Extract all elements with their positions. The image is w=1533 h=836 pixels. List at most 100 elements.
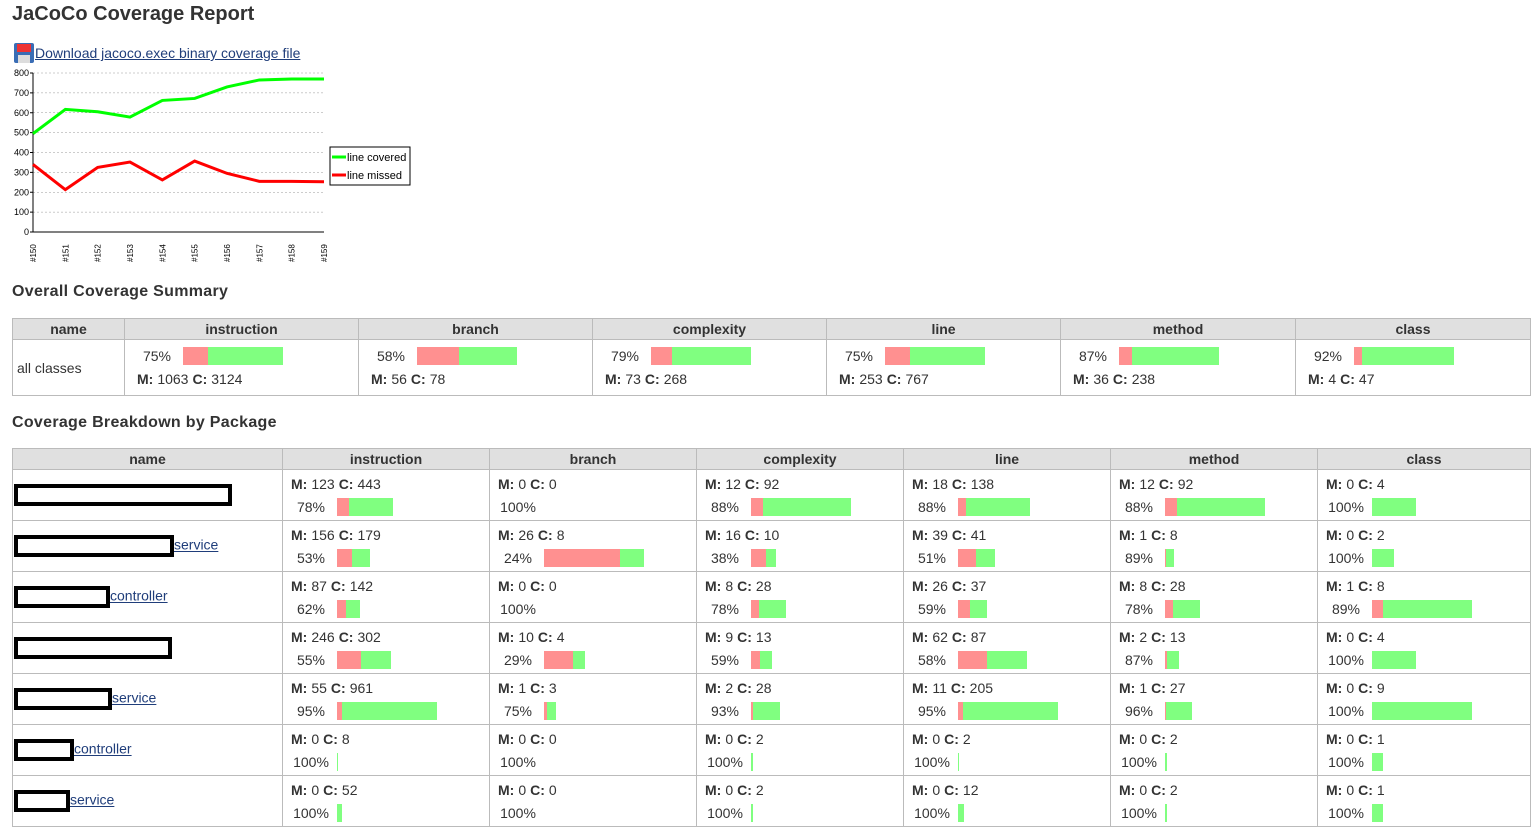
missed-label: M:: [912, 526, 929, 543]
covered-label: C:: [744, 526, 760, 543]
counts: M: 39 C: 41: [912, 523, 1102, 546]
missed-label: M:: [1073, 371, 1090, 387]
covered-label: C:: [1358, 526, 1373, 543]
missed-bar: [1165, 548, 1166, 567]
percent: 79%: [610, 348, 640, 364]
missed-bar: [1354, 347, 1362, 365]
coverage-cell: M: 0 C: 2 100%: [1110, 724, 1318, 776]
percent: 24%: [503, 549, 533, 566]
coverage-cell: M: 12 C: 92 88%: [696, 469, 904, 521]
missed-label: M:: [1119, 781, 1136, 798]
column-header: instruction: [282, 448, 490, 470]
missed-label: M:: [498, 781, 515, 798]
download-link[interactable]: Download jacoco.exec binary coverage fil…: [35, 45, 301, 61]
coverage-cell: M: 39 C: 41 51%: [903, 520, 1111, 572]
coverage-bar: [958, 497, 1031, 516]
percent-line: 100%: [1326, 750, 1522, 773]
coverage-bar: [337, 752, 338, 771]
package-link[interactable]: controller: [74, 740, 132, 757]
missed-count: 11: [932, 679, 947, 696]
counts: M: 0 C: 2: [1119, 727, 1309, 750]
covered-bar: [208, 347, 283, 365]
counts: M: 1 C: 8: [1326, 574, 1522, 597]
coverage-bar: [1165, 548, 1174, 567]
coverage-bar: [751, 701, 780, 720]
missed-count: 0: [1346, 475, 1355, 492]
covered-bar: [1383, 599, 1472, 618]
covered-bar: [345, 599, 360, 618]
page-title: JaCoCo Coverage Report: [12, 3, 255, 25]
package-row: M: 246 C: 302 55% M: 10 C: 4 29% M: 9 C: 13 59% M: 62 C: 8…: [12, 622, 1531, 674]
covered-bar: [337, 803, 343, 822]
missed-label: M:: [1308, 371, 1325, 387]
percent: 88%: [710, 498, 740, 515]
missed-label: M:: [1326, 781, 1343, 798]
missed-count: 156: [311, 526, 335, 543]
package-link[interactable]: service: [70, 791, 115, 808]
coverage-cell: M: 55 C: 961 95%: [282, 673, 490, 725]
covered-label: C:: [330, 577, 346, 594]
y-tick-label: 700: [14, 88, 29, 98]
x-tick-label: #159: [320, 244, 329, 262]
covered-bar: [1372, 803, 1384, 822]
missed-count: 26: [932, 577, 948, 594]
coverage-cell: M: 62 C: 87 58%: [903, 622, 1111, 674]
column-header: method: [1110, 448, 1318, 470]
counts: M: 12 C: 92: [1119, 472, 1309, 495]
coverage-cell: M: 0 C: 1 100%: [1317, 775, 1531, 827]
covered-count: 8: [1376, 577, 1385, 594]
percent-line: 75%: [137, 345, 350, 368]
row-name: all classes: [12, 339, 125, 396]
coverage-cell: M: 0 C: 2 100%: [696, 724, 904, 776]
covered-label: C:: [951, 526, 967, 543]
covered-count: 2: [1169, 781, 1178, 798]
package-link[interactable]: service: [112, 689, 157, 706]
percent-line: 79%: [605, 345, 818, 368]
missed-count: 0: [932, 781, 941, 798]
missed-count: 4: [1328, 371, 1337, 387]
covered-label: C:: [338, 628, 354, 645]
percent: 100%: [1328, 498, 1364, 515]
percent-line: 75%: [839, 345, 1052, 368]
covered-count: 10: [763, 526, 780, 543]
percent-line: 100%: [498, 495, 688, 518]
coverage-bar: [958, 548, 996, 567]
percent-line: 88%: [912, 495, 1102, 518]
coverage-bar: [751, 599, 786, 618]
percent: 95%: [296, 702, 326, 719]
covered-count: 92: [763, 475, 780, 492]
missed-bar: [337, 701, 343, 720]
covered-count: 28: [755, 577, 772, 594]
series-line: [32, 159, 325, 192]
counts: M: 0 C: 4: [1326, 625, 1522, 648]
missed-label: M:: [498, 730, 515, 747]
counts: M: 73 C: 268: [605, 368, 818, 391]
missed-label: M:: [498, 679, 515, 696]
percent: 100%: [1121, 753, 1157, 770]
covered-label: C:: [737, 730, 752, 747]
covered-bar: [672, 347, 751, 365]
coverage-bar: [337, 650, 391, 669]
package-name: [12, 622, 283, 674]
counts: M: 0 C: 12: [912, 778, 1102, 801]
covered-count: 28: [1169, 577, 1186, 594]
covered-bar: [458, 347, 517, 365]
missed-bar: [1119, 347, 1133, 365]
missed-count: 2: [1139, 628, 1148, 645]
coverage-bar: [751, 497, 851, 516]
coverage-cell: M: 26 C: 37 59%: [903, 571, 1111, 623]
covered-bar: [1372, 701, 1472, 720]
package-link[interactable]: controller: [110, 587, 168, 604]
header-row: name instruction branch complexity line metho…: [12, 448, 1531, 470]
percent-line: 100%: [1326, 801, 1522, 824]
covered-count: 8: [1169, 526, 1178, 543]
coverage-cell: 75% M: 253 C: 767: [826, 339, 1061, 396]
column-header: complexity: [592, 318, 827, 340]
counts: M: 2 C: 13: [1119, 625, 1309, 648]
counts: M: 56 C: 78: [371, 368, 584, 391]
percent-line: 100%: [705, 801, 895, 824]
package-link[interactable]: service: [174, 536, 219, 553]
coverage-bar: [1165, 497, 1265, 516]
covered-count: 961: [349, 679, 374, 696]
legend-label: line covered: [347, 152, 406, 164]
